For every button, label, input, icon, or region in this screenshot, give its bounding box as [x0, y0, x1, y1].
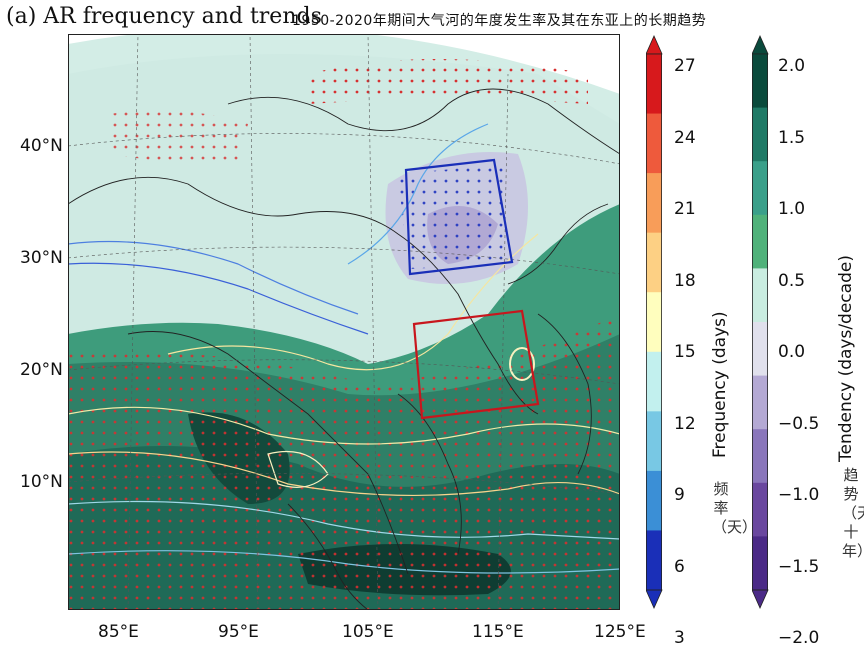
red-box: [412, 309, 540, 420]
tendency-colorbar-tick: 2.0: [778, 56, 806, 76]
blue-box: [404, 158, 514, 276]
lon-tick-85: 85°E: [98, 622, 139, 642]
tendency-colorbar-swatch: [752, 536, 768, 591]
frequency-colorbar-tick: 18: [674, 270, 696, 291]
map-panel: [68, 34, 620, 610]
figure-subtitle: 1950-2020年期间大气河的年度发生率及其在东亚上的长期趋势: [292, 13, 707, 29]
frequency-colorbar-swatch: [646, 232, 662, 293]
frequency-colorbar-tick: 24: [674, 127, 696, 148]
tendency-colorbar-swatch: [752, 268, 768, 323]
frequency-colorbar-swatch: [646, 54, 662, 115]
tendency-colorbar-swatch: [752, 161, 768, 216]
frequency-colorbar-swatch: [646, 113, 662, 174]
tendency-colorbar-swatch: [752, 375, 768, 430]
tendency-colorbar-swatch: [752, 214, 768, 269]
tendency-colorbar-swatch: [752, 429, 768, 484]
frequency-colorbar-swatch: [646, 411, 662, 472]
tendency-colorbar-tick: −2.0: [778, 628, 820, 648]
tendency-colorbar-tick: −1.5: [778, 556, 820, 577]
tendency-colorbar-swatch: [752, 482, 768, 537]
tendency-colorbar-label-cn: 趋势（天/十年）: [842, 466, 864, 560]
frequency-colorbar-top-extend: [646, 35, 663, 55]
tendency-colorbar-tick: 1.0: [778, 199, 806, 219]
frequency-colorbar-tick: 3: [674, 628, 685, 648]
lon-tick-95: 95°E: [218, 622, 259, 642]
tendency-colorbar-bottom-extend: [752, 589, 769, 609]
tendency-colorbar: [752, 35, 769, 609]
tendency-colorbar-tick: −1.0: [778, 485, 820, 505]
frequency-colorbar-swatch: [646, 530, 662, 591]
tendency-colorbar-swatch: [752, 322, 768, 377]
figure-title: (a) AR frequency and trends: [6, 4, 322, 29]
tendency-colorbar-label: Tendency (days/decade): [836, 255, 856, 462]
frequency-colorbar-swatch: [646, 351, 662, 412]
frequency-contours: [68, 123, 620, 574]
borders: [68, 88, 620, 610]
frequency-colorbar-label-cn: 频率（天）: [712, 480, 758, 536]
frequency-colorbar-tick: 27: [674, 56, 696, 76]
frequency-colorbar-tick: 12: [674, 413, 696, 434]
graticule: [68, 34, 620, 610]
tendency-colorbar-swatch: [752, 107, 768, 162]
lon-tick-125: 125°E: [594, 622, 646, 642]
tendency-colorbar-tick: 1.5: [778, 127, 806, 148]
lon-tick-105: 105°E: [342, 622, 394, 642]
frequency-colorbar-tick: 9: [674, 485, 685, 505]
map-canvas: [68, 34, 620, 610]
frequency-colorbar-label: Frequency (days): [710, 311, 730, 458]
tendency-colorbar-tick: 0.0: [778, 342, 806, 362]
tendency-colorbar-tick: −0.5: [778, 413, 820, 434]
lon-tick-115: 115°E: [472, 622, 524, 642]
frequency-colorbar-bottom-extend: [646, 589, 663, 609]
frequency-colorbar-tick: 6: [674, 556, 685, 577]
frequency-colorbar-tick: 15: [674, 342, 696, 362]
frequency-colorbar-swatch: [646, 292, 662, 353]
tendency-colorbar-top-extend: [752, 35, 769, 55]
lat-tick-20: 20°N: [20, 360, 63, 380]
frequency-colorbar-tick: 21: [674, 199, 696, 219]
lat-tick-40: 40°N: [20, 136, 63, 156]
tendency-colorbar-swatch: [752, 54, 768, 109]
frequency-colorbar-swatch: [646, 173, 662, 234]
frequency-colorbar-swatch: [646, 470, 662, 531]
lat-tick-30: 30°N: [20, 248, 63, 268]
frequency-colorbar: [646, 35, 663, 609]
lat-tick-10: 10°N: [20, 472, 63, 492]
tendency-colorbar-tick: 0.5: [778, 270, 806, 291]
